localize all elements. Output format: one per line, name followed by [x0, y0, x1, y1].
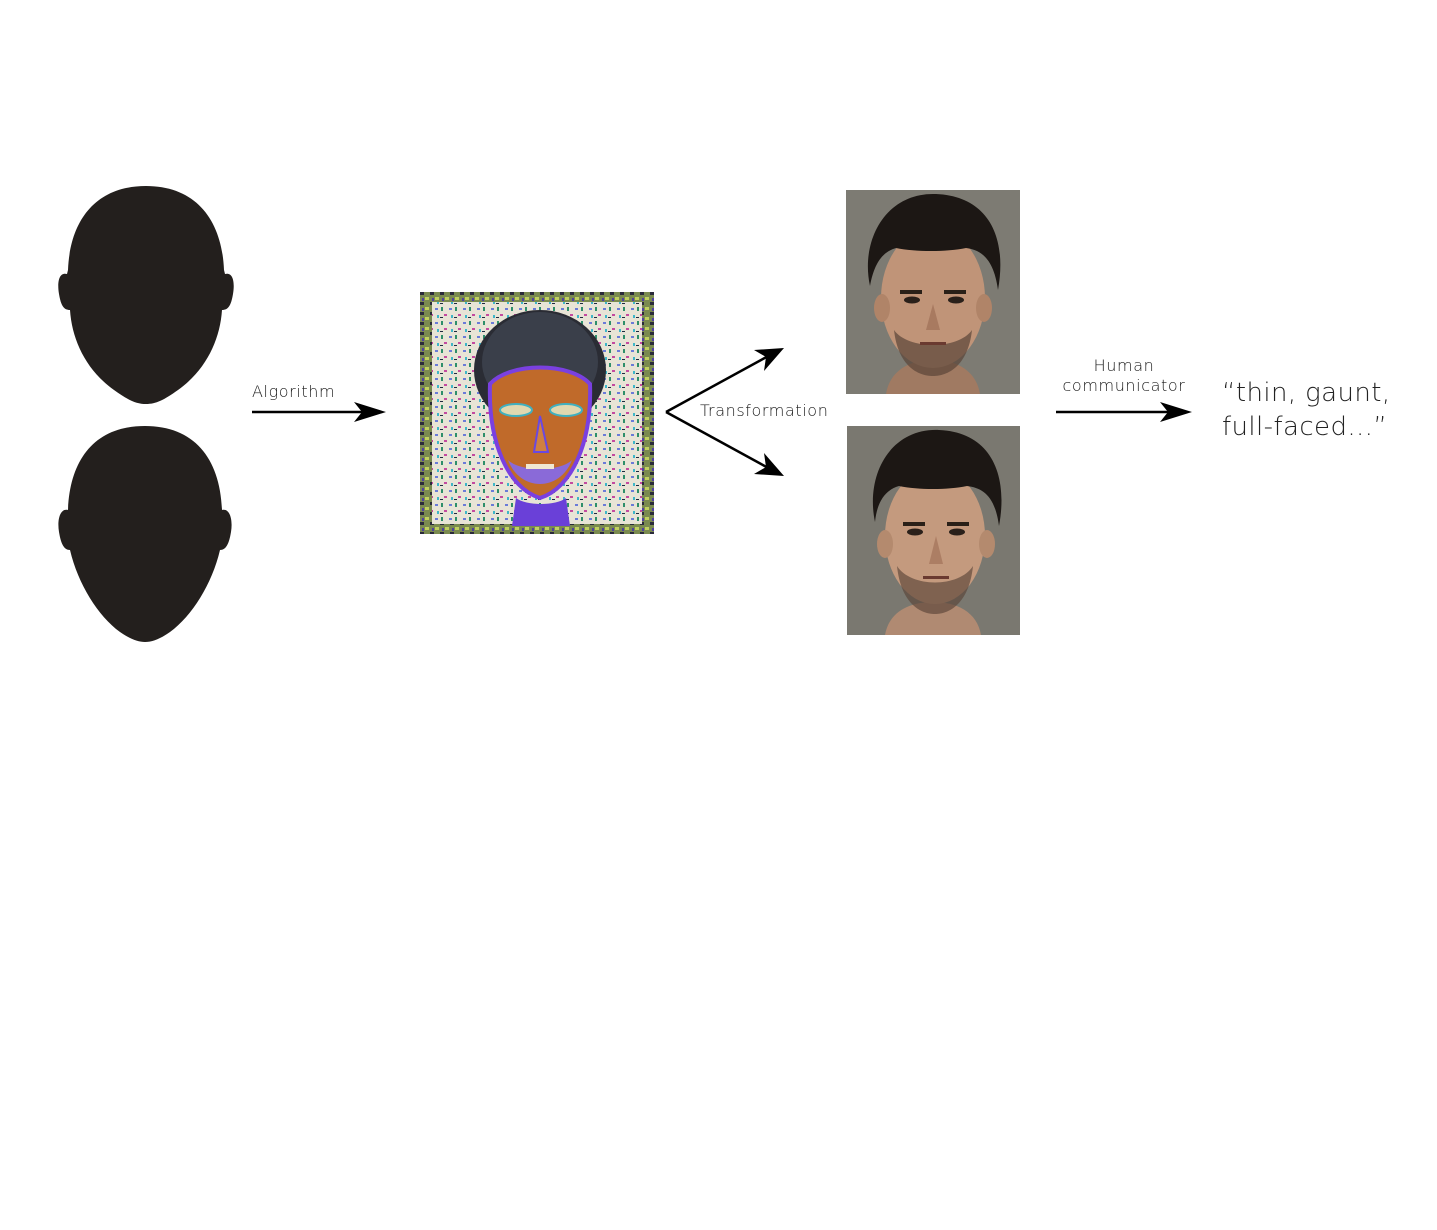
face-photo-bottom: [847, 426, 1020, 635]
description-quote: “thin, gaunt, full-faced...”: [1222, 376, 1391, 444]
transformation-fork-arrow-icon: [665, 348, 784, 476]
human-communicator-label: Human communicator: [1056, 356, 1192, 396]
head-silhouette-top-icon: [58, 186, 234, 404]
transformation-label: Transformation: [700, 401, 829, 420]
head-silhouette-bottom-icon: [58, 426, 232, 642]
algorithm-label: Algorithm: [252, 382, 336, 401]
human-communicator-arrow-icon: [1056, 402, 1192, 422]
face-photo-top: [846, 190, 1020, 394]
human-communicator-label-line1: Human: [1093, 356, 1155, 375]
reconstructed-face-image: [420, 292, 654, 534]
description-quote-line2: full-faced...”: [1222, 412, 1388, 442]
algorithm-arrow-icon: [252, 402, 386, 422]
human-communicator-label-line2: communicator: [1062, 376, 1186, 395]
description-quote-line1: “thin, gaunt,: [1222, 378, 1391, 408]
